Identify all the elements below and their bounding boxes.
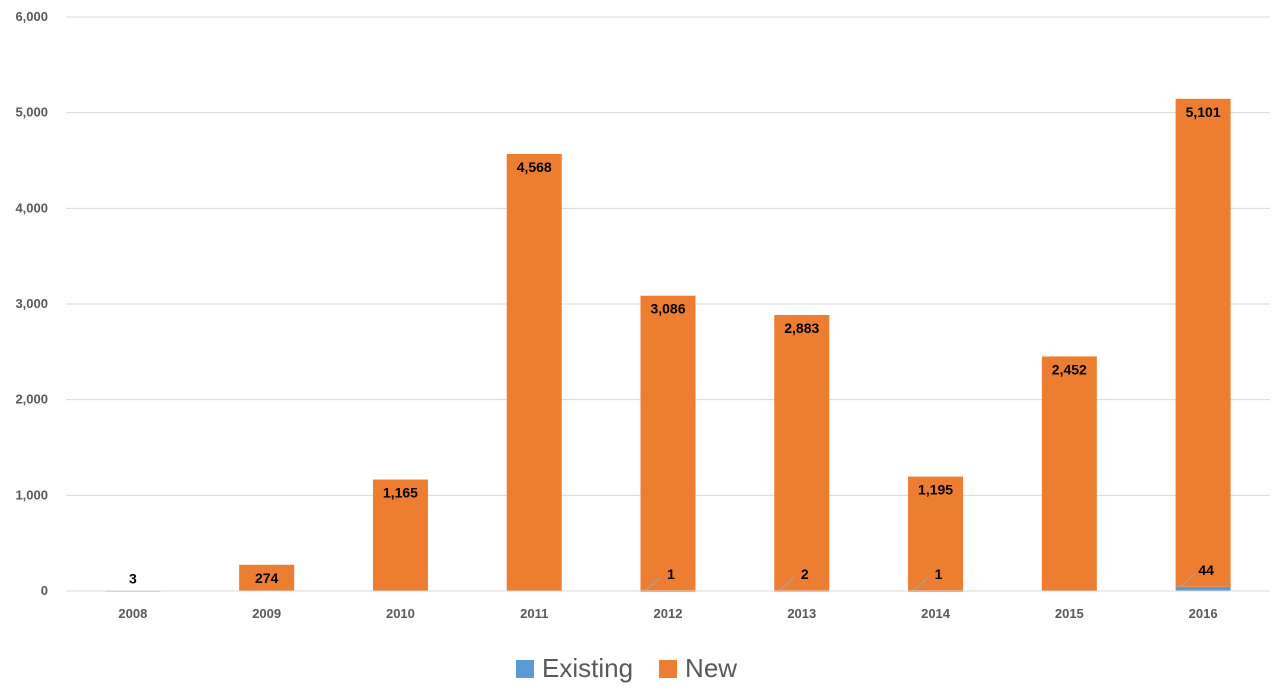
bars (105, 98, 1231, 592)
data-label-new-2011: 4,568 (517, 159, 552, 175)
legend: Existing New (516, 653, 737, 683)
bar-new-2014 (908, 476, 964, 591)
bar-new-2009 (239, 564, 295, 591)
bar-new-2013 (774, 315, 830, 591)
data-label-existing-2012: 1 (667, 566, 675, 582)
bar-existing-2016 (1175, 586, 1231, 591)
bar-new-2015 (1041, 356, 1097, 591)
x-tick-label: 2016 (1189, 606, 1218, 621)
legend-swatch-existing (516, 660, 534, 678)
data-labels: 3 274 1,165 4,568 3,086 1 2,883 2 1,195 1 2,452 5,1… (129, 104, 1221, 591)
bar-new-2012 (640, 295, 696, 591)
bar-new-2011 (506, 153, 562, 591)
data-label-existing-2013: 2 (801, 566, 809, 582)
y-tick-label: 5,000 (15, 105, 48, 120)
x-tick-label: 2015 (1055, 606, 1084, 621)
y-tick-label: 3,000 (15, 296, 48, 311)
y-axis: 0 1,000 2,000 3,000 4,000 5,000 6,000 (15, 9, 48, 598)
leader-line (645, 576, 661, 591)
x-tick-label: 2011 (520, 606, 548, 621)
x-tick-label: 2009 (252, 606, 281, 621)
data-label-new-2014: 1,195 (918, 482, 953, 498)
legend-label-new: New (685, 653, 737, 683)
legend-swatch-new (659, 660, 678, 678)
bar-new-2016 (1175, 98, 1231, 587)
data-label-new-2010: 1,165 (383, 485, 418, 501)
data-label-new-2016: 5,101 (1186, 104, 1221, 120)
x-tick-label: 2008 (118, 606, 147, 621)
data-label-new-2009: 274 (255, 570, 279, 586)
x-tick-label: 2010 (386, 606, 415, 621)
data-label-new-2012: 3,086 (650, 301, 685, 317)
leader-line (779, 576, 795, 591)
leader-line (912, 576, 928, 591)
data-label-new-2015: 2,452 (1052, 361, 1087, 377)
data-label-existing-2014: 1 (935, 566, 943, 582)
data-label-existing-2016: 44 (1198, 562, 1214, 578)
data-label-new-2013: 2,883 (784, 320, 819, 336)
bar-new-2010 (372, 479, 428, 591)
x-tick-label: 2013 (787, 606, 816, 621)
y-tick-label: 0 (41, 583, 48, 598)
x-tick-label: 2014 (921, 606, 951, 621)
x-tick-label: 2012 (654, 606, 683, 621)
leader-line (1180, 572, 1196, 587)
y-tick-label: 2,000 (15, 392, 48, 407)
y-tick-label: 1,000 (15, 487, 48, 502)
legend-label-existing: Existing (542, 653, 633, 683)
data-label-new-2008: 3 (129, 571, 137, 587)
y-tick-label: 4,000 (15, 200, 48, 215)
y-tick-label: 6,000 (15, 9, 48, 24)
x-axis: 2008 2009 2010 2011 2012 2013 2014 2015 2016 (66, 590, 1270, 621)
